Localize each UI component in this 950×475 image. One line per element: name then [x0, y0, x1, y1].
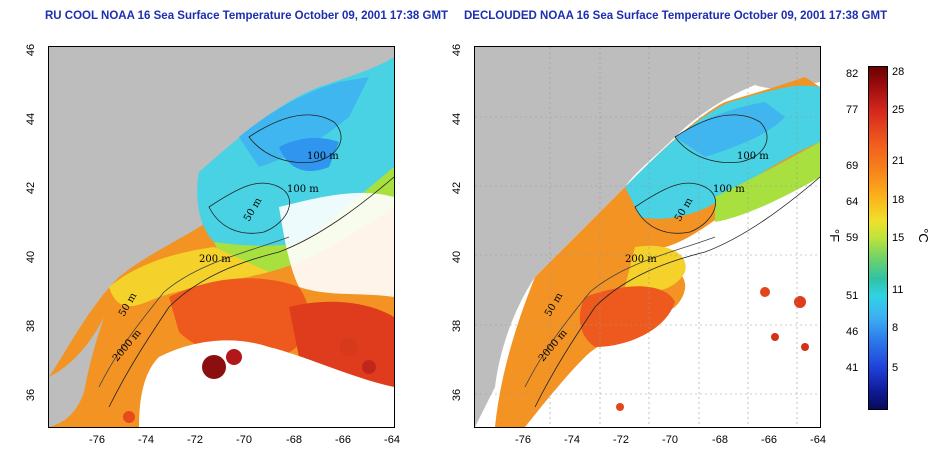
y-tick: 40 — [451, 250, 463, 264]
celsius-unit-label: °C — [915, 228, 931, 243]
x-tick: -70 — [662, 434, 678, 446]
celsius-tick: 5 — [892, 362, 899, 374]
y-tick: 42 — [451, 181, 463, 195]
left-map-title: RU COOL NOAA 16 Sea Surface Temperature … — [45, 10, 449, 22]
y-tick: 42 — [25, 181, 37, 195]
y-tick: 44 — [451, 112, 463, 126]
celsius-tick: 25 — [892, 104, 905, 116]
contour-label: 200 m — [199, 254, 231, 265]
x-tick: -64 — [384, 434, 400, 446]
x-tick: -64 — [810, 434, 826, 446]
x-tick: -66 — [761, 434, 777, 446]
celsius-tick: 28 — [892, 66, 905, 78]
x-tick: -76 — [515, 434, 531, 446]
y-tick: 36 — [451, 388, 463, 402]
x-tick: -70 — [236, 434, 252, 446]
fahrenheit-tick: 51 — [846, 290, 859, 302]
y-tick: 46 — [451, 43, 463, 57]
celsius-tick: 18 — [892, 194, 905, 206]
x-tick: -74 — [138, 434, 154, 446]
right-sst-map: 100 m 100 m 50 m 200 m 50 m 2000 m — [474, 46, 821, 428]
fahrenheit-tick: 64 — [846, 196, 859, 208]
fahrenheit-tick: 77 — [846, 104, 859, 116]
y-tick: 40 — [25, 250, 37, 264]
y-tick: 44 — [25, 112, 37, 126]
temperature-colorbar — [868, 66, 888, 410]
x-tick: -76 — [89, 434, 105, 446]
contour-label: 100 m — [713, 184, 745, 195]
y-tick: 36 — [25, 388, 37, 402]
fahrenheit-tick: 82 — [846, 68, 859, 80]
contour-label: 100 m — [307, 151, 339, 162]
y-tick: 38 — [451, 319, 463, 333]
y-tick: 46 — [25, 43, 37, 57]
contour-label: 100 m — [737, 151, 769, 162]
celsius-tick: 21 — [892, 155, 905, 167]
contour-label: 200 m — [625, 254, 657, 265]
x-tick: -74 — [564, 434, 580, 446]
x-tick: -68 — [712, 434, 728, 446]
fahrenheit-tick: 46 — [846, 326, 859, 338]
celsius-tick: 15 — [892, 232, 905, 244]
x-tick: -66 — [335, 434, 351, 446]
y-tick: 38 — [25, 319, 37, 333]
right-map-title: DECLOUDED NOAA 16 Sea Surface Temperatur… — [464, 10, 888, 22]
fahrenheit-tick: 59 — [846, 232, 859, 244]
x-tick: -68 — [286, 434, 302, 446]
left-sst-map: 100 m 100 m 50 m 200 m 50 m 2000 m — [48, 46, 395, 428]
fahrenheit-tick: 41 — [846, 362, 859, 374]
x-tick: -72 — [187, 434, 203, 446]
contour-label: 100 m — [287, 184, 319, 195]
celsius-tick: 8 — [892, 322, 899, 334]
x-tick: -72 — [613, 434, 629, 446]
fahrenheit-tick: 69 — [846, 160, 859, 172]
celsius-tick: 11 — [892, 284, 904, 296]
fahrenheit-unit-label: °F — [827, 228, 843, 243]
